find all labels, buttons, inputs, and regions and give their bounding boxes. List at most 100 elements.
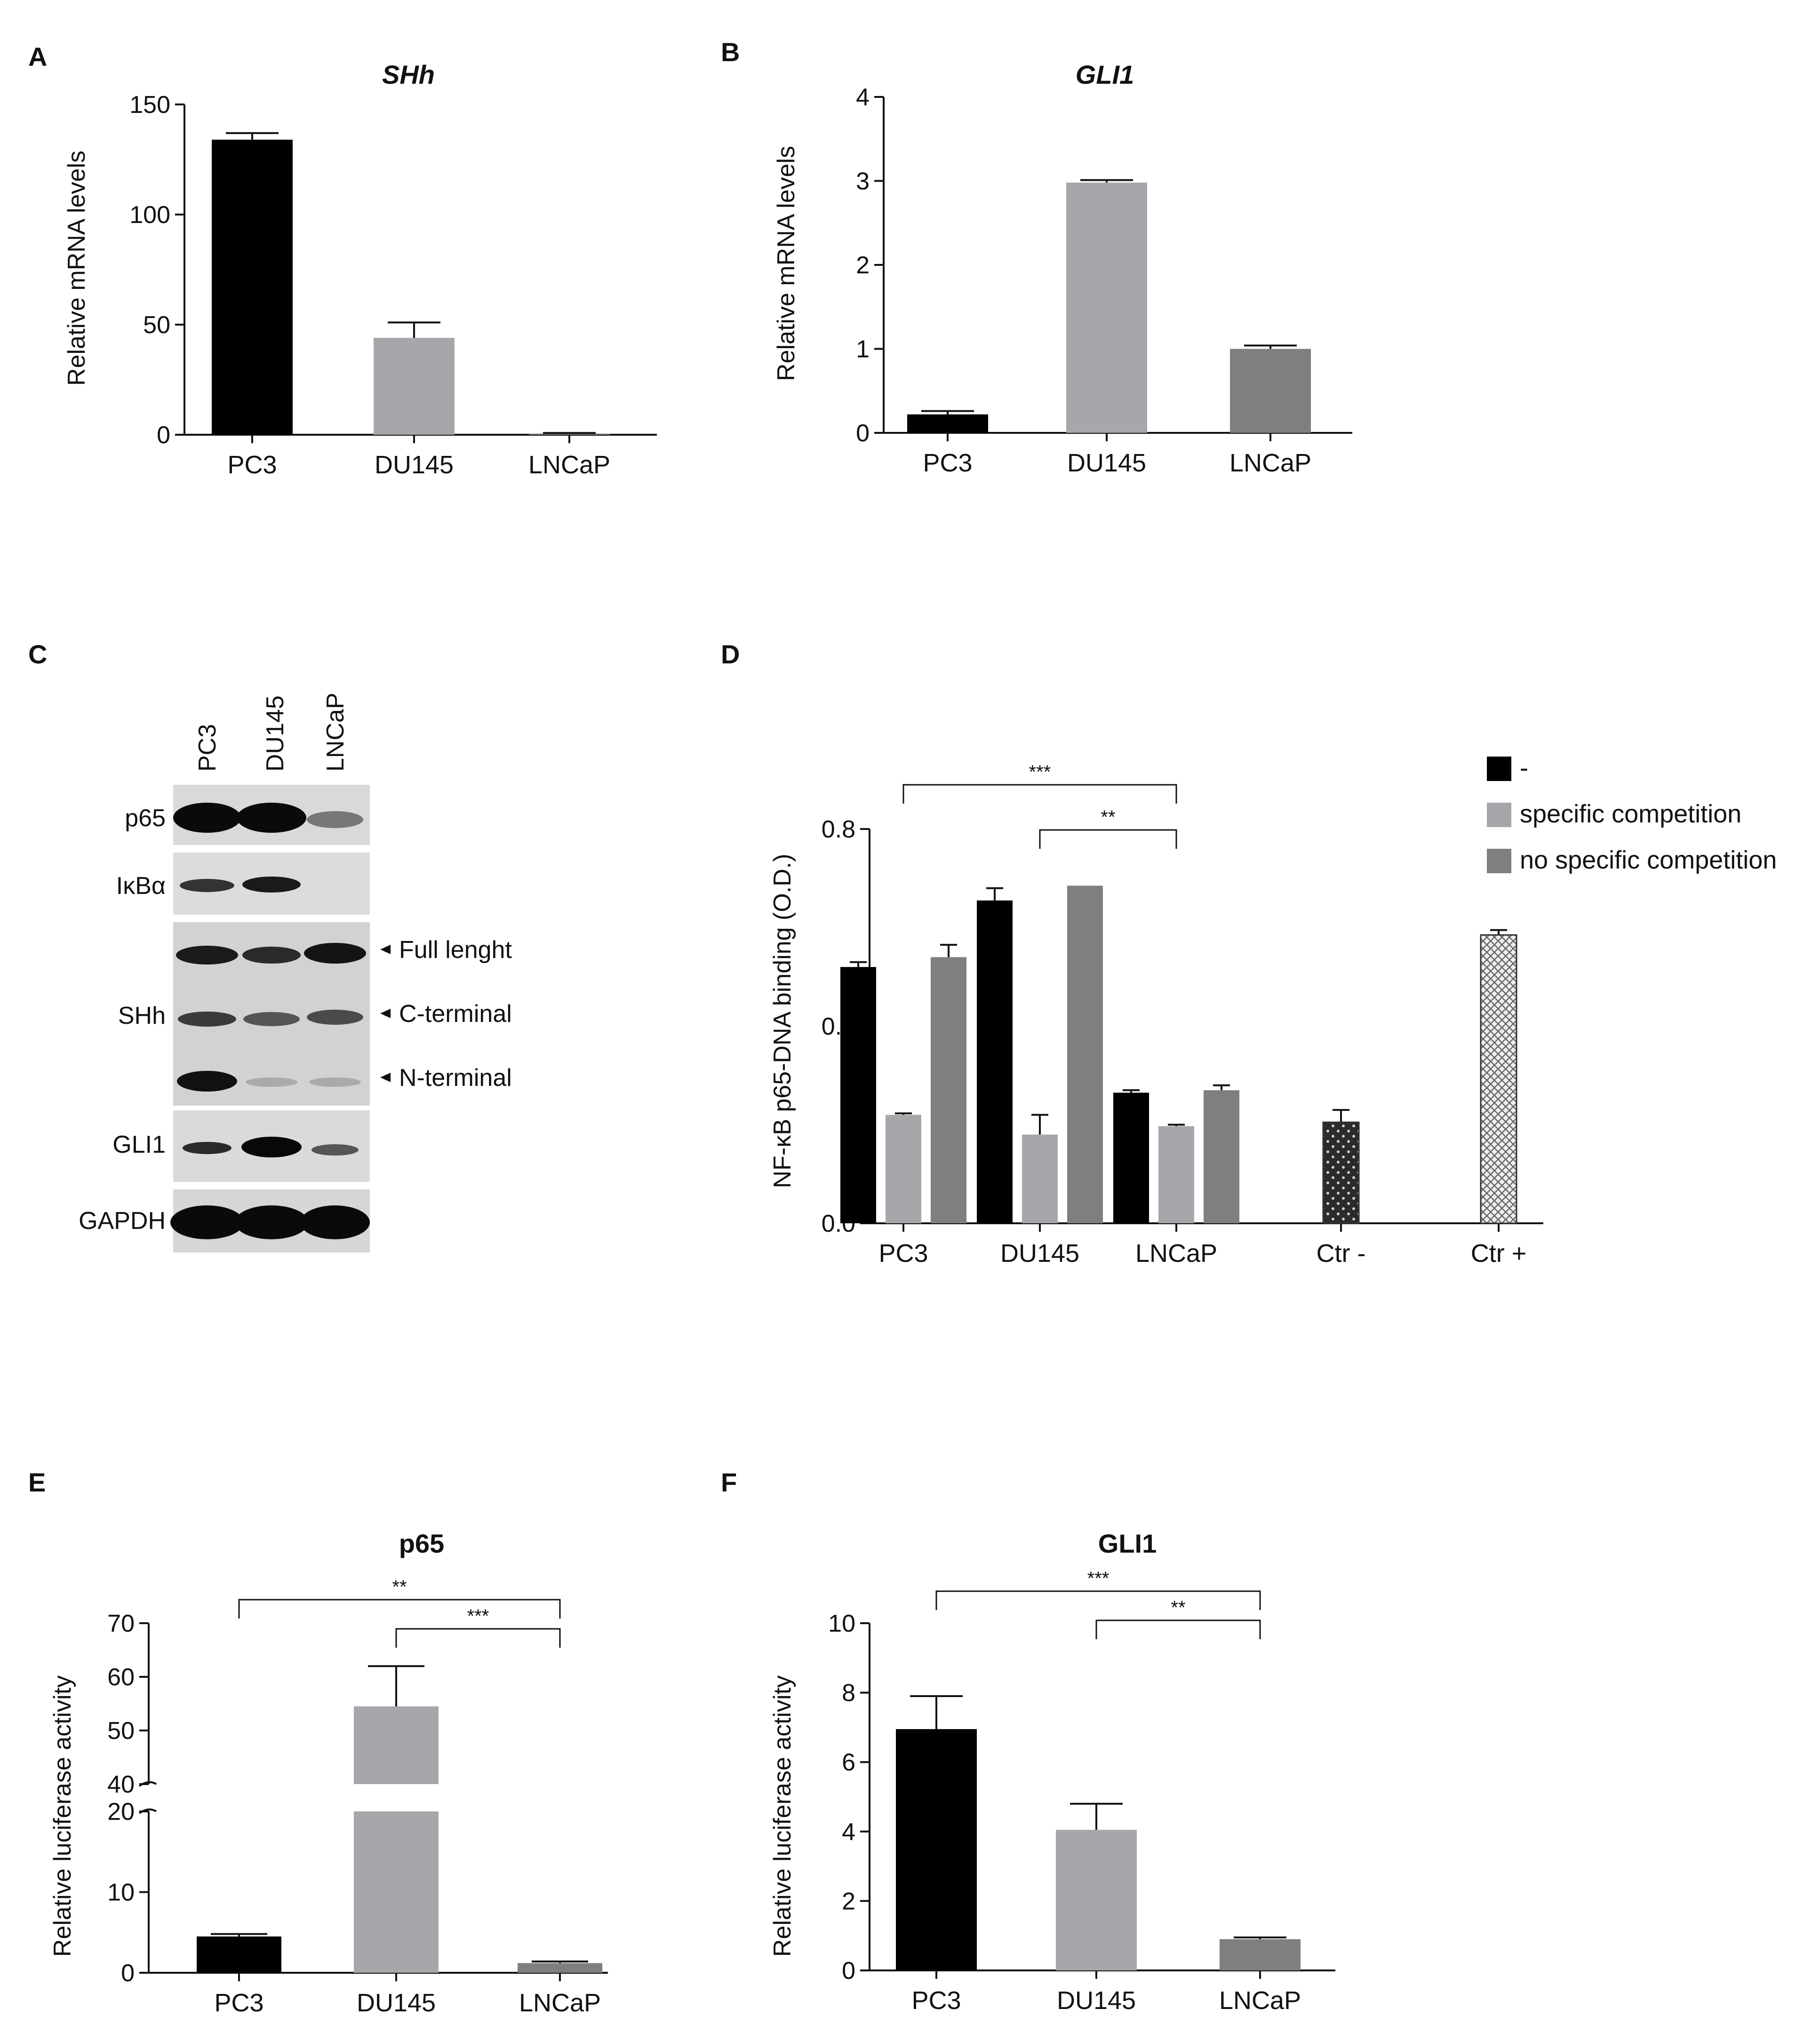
significance-label-du145: ** (1171, 1597, 1185, 1618)
bar-du145-upper (354, 1706, 439, 1784)
panel-d-legend: - specific competition no specific compe… (1487, 754, 1777, 874)
panel-e-chart: E p65 Relative luciferase activity 0 10 20… (28, 1467, 608, 2017)
significance-label-du145: *** (467, 1606, 489, 1626)
panel-f-chart: F GLI1 Relative luciferase activity 0 2 4 6… (721, 1467, 1335, 2015)
bar-pc3 (212, 139, 293, 435)
y-tick-label: 1 (856, 336, 870, 363)
legend-swatch-no-specific (1487, 849, 1511, 873)
y-tick-label: 50 (107, 1717, 135, 1745)
legend-label-none: - (1520, 754, 1528, 782)
arrow-c-terminal-icon (380, 1009, 391, 1018)
bar-lncap (518, 1963, 602, 1973)
bar-lncap (1220, 1939, 1301, 1970)
band-gli1-lncap (311, 1144, 359, 1156)
y-tick-label: 3 (856, 168, 870, 195)
panel-d-chart: D NF-κB p65-DNA binding (O.D.) 0.00.40.8… (721, 639, 1777, 1268)
panel-b-x-ticks: PC3 DU145 LNCaP (923, 449, 1311, 477)
panel-e-letter: E (28, 1467, 46, 1497)
band-shh-full-lncap (304, 943, 366, 964)
panel-b-title: GLI1 (1076, 60, 1134, 89)
panel-d-letter: D (721, 639, 740, 669)
x-tick-label-pc3: PC3 (878, 1239, 928, 1268)
bar-du145-lower (354, 1811, 439, 1973)
lane-label-du145: DU145 (262, 695, 289, 772)
bar-pc3 (197, 1936, 281, 1973)
bar-du145-specific-competition (1022, 1134, 1058, 1223)
panel-b-bars (907, 179, 1311, 433)
panel-e-significance: ***** (238, 1577, 561, 1648)
bar-lncap-specific-competition (1158, 1126, 1194, 1223)
y-tick-label: 20 (107, 1798, 135, 1826)
y-tick-label: 0 (121, 1960, 135, 1987)
panel-f-bars (896, 1695, 1301, 1970)
legend-label-specific: specific competition (1520, 800, 1741, 828)
y-tick-label: 150 (129, 91, 170, 119)
x-tick-label-pc3: PC3 (923, 449, 972, 477)
y-tick-label: 8 (842, 1680, 855, 1707)
row-label-gli1: GLI1 (112, 1131, 166, 1158)
bar-du145 (1056, 1830, 1137, 1970)
x-tick-label-ctr: Ctr + (1471, 1239, 1527, 1268)
panel-f-title: GLI1 (1098, 1529, 1157, 1558)
panel-e-bars (197, 1665, 602, 1973)
x-tick-label-lncap: LNCaP (1229, 449, 1311, 477)
row-label-p65: p65 (125, 805, 166, 832)
panel-c-letter: C (28, 639, 47, 669)
arrow-n-terminal-icon (380, 1073, 391, 1082)
band-ikba-pc3 (180, 879, 234, 892)
bar-outline-ctr (1480, 934, 1517, 1224)
band-shh-n-du145 (246, 1077, 297, 1087)
panel-c-western-blot: C PC3 DU145 LNCaP p65 IκBα SHh (28, 639, 512, 1252)
bar-du145-no-specific-competition (1067, 885, 1103, 1223)
panel-d-y-axis-label: NF-κB p65-DNA binding (O.D.) (769, 854, 796, 1188)
panel-a-bars (212, 132, 610, 435)
panel-a-title: SHh (382, 60, 435, 89)
band-shh-c-lncap (307, 1010, 363, 1025)
bar-pc3-specific-competition (886, 1115, 921, 1223)
significance-bracket-pc3 (238, 1599, 561, 1618)
y-tick-label: 4 (842, 1818, 855, 1846)
bar-lncap-none (1113, 1092, 1149, 1223)
x-tick-label-du145: DU145 (1067, 449, 1146, 477)
band-shh-full-pc3 (176, 946, 238, 965)
bar-ctr (1323, 1122, 1359, 1223)
legend-label-no-specific: no specific competition (1520, 846, 1777, 874)
band-shh-c-pc3 (178, 1012, 236, 1027)
band-label-n-terminal: N-terminal (399, 1064, 512, 1092)
y-tick-label: 4 (856, 84, 870, 111)
panel-b-y-axis-label: Relative mRNA levels (773, 146, 800, 381)
row-label-ikba: IκBα (116, 872, 166, 900)
panel-b-chart: B GLI1 Relative mRNA levels 0 1 2 3 4 PC3 DU1… (721, 37, 1352, 477)
legend-swatch-specific (1487, 803, 1511, 827)
panel-a-x-ticks: PC3 DU145 LNCaP (227, 451, 610, 479)
panel-f-significance: ***** (935, 1568, 1261, 1639)
y-tick-label: 50 (143, 311, 170, 339)
panel-e-x-ticks: PC3 DU145 LNCaP (214, 1989, 601, 2017)
panel-b-letter: B (721, 37, 740, 67)
band-gapdh-pc3 (170, 1205, 244, 1239)
x-tick-label-pc3: PC3 (227, 451, 277, 479)
y-tick-label: 100 (129, 201, 170, 229)
y-tick-label: 60 (107, 1664, 135, 1691)
bar-lncap (529, 433, 610, 435)
row-label-gapdh: GAPDH (79, 1207, 166, 1235)
lane-label-lncap: LNCaP (322, 693, 349, 772)
bar-pc3-no-specific-competition (931, 957, 966, 1223)
significance-label-pc3: *** (1029, 762, 1051, 782)
panel-f-x-ticks: PC3 DU145 LNCaP (911, 1986, 1301, 2015)
x-tick-label-pc3: PC3 (911, 1986, 961, 2015)
band-label-c-terminal: C-terminal (399, 1000, 512, 1028)
panel-e-title: p65 (399, 1529, 445, 1558)
y-tick-label: 0 (157, 422, 170, 449)
bar-du145 (1066, 183, 1147, 433)
row-label-shh: SHh (118, 1002, 166, 1029)
bar-du145 (374, 338, 455, 435)
band-p65-du145 (237, 803, 306, 833)
significance-bracket-du145 (395, 1628, 561, 1648)
significance-bracket-pc3 (902, 784, 1177, 804)
band-shh-c-du145 (243, 1012, 300, 1026)
y-tick-label: 40 (107, 1771, 135, 1798)
band-gapdh-du145 (235, 1205, 308, 1239)
x-tick-label-du145: DU145 (1057, 1986, 1136, 2015)
